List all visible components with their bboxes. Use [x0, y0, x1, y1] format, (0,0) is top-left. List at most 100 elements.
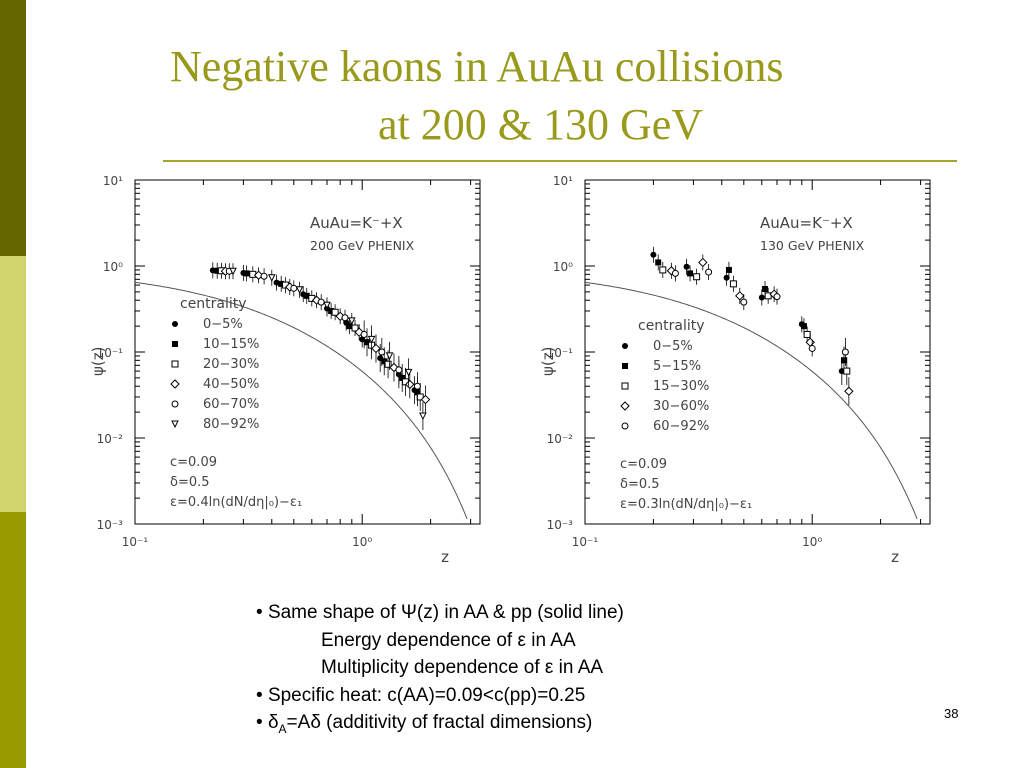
- bullet-line-5: • δA=Aδ (additivity of fractal dimension…: [256, 712, 593, 736]
- legend-entry: 15−30%: [653, 379, 709, 394]
- data-point: [360, 330, 368, 338]
- data-point: [331, 308, 339, 316]
- data-point: [729, 280, 737, 288]
- bullet-line-1: • Same shape of Ψ(z) in AA & pp (solid l…: [256, 602, 624, 623]
- parameter-label: c=0.09: [620, 457, 667, 472]
- data-point: [347, 317, 356, 326]
- legend-entry: 0−5%: [203, 317, 243, 332]
- y-tick-label: 10⁰: [103, 260, 123, 274]
- legend-title: centrality: [638, 318, 705, 334]
- data-point: [655, 259, 662, 266]
- data-point: [378, 348, 386, 356]
- y-axis-label: ψ(z): [89, 347, 107, 376]
- data-point: [303, 292, 310, 299]
- data-point: [260, 272, 268, 280]
- data-point: [389, 362, 399, 373]
- delta-symbol: δ: [310, 712, 321, 733]
- data-point: [671, 269, 679, 277]
- legend-entry: 80−92%: [203, 417, 259, 432]
- legend-marker: [621, 382, 629, 390]
- data-point: [295, 286, 304, 294]
- legend-entry: 40−50%: [203, 377, 259, 392]
- psi-symbol: Ψ: [401, 602, 417, 623]
- data-point: [659, 266, 667, 274]
- data-point: [843, 367, 851, 375]
- chart-200gev-svg: 10⁻³ 10⁻² 10⁻¹ 10⁰ 10¹ 10⁻¹ 10⁰ z ψ(z) AuAu=K⁻+X 2…: [89, 174, 481, 566]
- y-tick-label: 10⁻³: [547, 518, 574, 532]
- legend-marker: [620, 401, 630, 411]
- legend-marker: [171, 420, 179, 429]
- data-point: [311, 295, 322, 305]
- legend-marker: [172, 341, 178, 347]
- data-point: [840, 357, 847, 364]
- legend-entry: 0−5%: [653, 339, 693, 354]
- parameter-label: ε=0.3ln(dN/dη|₀)−ε₁: [620, 497, 752, 512]
- legend-marker: [171, 360, 179, 368]
- y-tick-label: 10¹: [553, 174, 573, 188]
- data-point: [278, 280, 285, 287]
- data-point: [650, 251, 657, 258]
- delta-symbol: δ: [267, 712, 279, 733]
- legend-entry: 60−70%: [203, 397, 259, 412]
- x-tick-label: 10⁰: [802, 535, 822, 549]
- sidebar-accent: [0, 0, 26, 768]
- data-point: [346, 323, 353, 330]
- y-tick-label: 10⁻²: [97, 432, 124, 446]
- data-point: [323, 301, 331, 310]
- reaction-label: AuAu=K⁻+X: [310, 214, 403, 232]
- series-1: [655, 254, 847, 375]
- parameter-label: δ=0.5: [170, 475, 210, 490]
- data-point: [253, 270, 264, 280]
- series-4: [671, 264, 849, 366]
- plot-frame: [584, 179, 931, 525]
- data-point: [364, 339, 371, 346]
- data-point: [404, 368, 413, 377]
- theory-curve: [134, 281, 468, 520]
- legend-entry: 30−60%: [653, 399, 709, 414]
- data-point: [341, 314, 349, 322]
- reaction-label: AuAu=K⁻+X: [760, 214, 853, 232]
- legend-marker: [172, 321, 178, 327]
- data-point: [395, 366, 403, 374]
- theory-curve: [584, 281, 918, 520]
- data-point: [385, 352, 394, 361]
- data-point: [808, 344, 816, 352]
- data-point: [698, 257, 708, 268]
- experiment-label: 200 GeV PHENIX: [310, 238, 415, 253]
- data-point: [693, 273, 701, 281]
- data-point: [273, 279, 280, 286]
- epsilon-symbol: ε: [517, 629, 526, 651]
- data-point: [243, 270, 250, 277]
- data-point: [371, 343, 381, 354]
- chart-200gev: 10⁻³ 10⁻² 10⁻¹ 10⁰ 10¹ 10⁻¹ 10⁰ z ψ(z) AuAu=K⁻+X 2…: [80, 168, 550, 580]
- data-point: [803, 330, 811, 338]
- data-point: [328, 307, 335, 314]
- x-tick-label: 10⁰: [352, 535, 372, 549]
- slide-title: Negative kaons in AuAu collisions at 200…: [170, 38, 870, 154]
- data-point: [758, 294, 765, 301]
- title-line-1: Negative kaons in AuAu collisions: [170, 42, 784, 91]
- parameter-label: c=0.09: [170, 455, 217, 470]
- y-tick-label: 10⁻³: [97, 518, 124, 532]
- experiment-label: 130 GeV PHENIX: [760, 238, 865, 253]
- data-point: [381, 358, 388, 365]
- sidebar-band-light: [0, 256, 26, 512]
- data-point: [705, 268, 713, 276]
- data-point: [773, 293, 781, 301]
- data-point: [267, 274, 276, 282]
- y-tick-label: 10¹: [103, 174, 123, 188]
- data-point: [683, 263, 690, 270]
- x-axis-label: z: [891, 548, 899, 566]
- data-point: [420, 394, 431, 405]
- y-tick-label: 10⁻¹: [97, 346, 124, 360]
- y-axis-label: ψ(z): [539, 347, 557, 376]
- title-divider: [163, 160, 957, 162]
- data-point: [419, 412, 427, 421]
- data-point: [841, 348, 849, 356]
- title-line-2: at 200 & 130 GeV: [378, 100, 704, 149]
- data-point: [762, 286, 769, 293]
- series-2: [659, 261, 851, 386]
- parameter-label: δ=0.5: [620, 477, 660, 492]
- y-tick-label: 10⁰: [553, 260, 573, 274]
- page-number: 38: [944, 706, 959, 721]
